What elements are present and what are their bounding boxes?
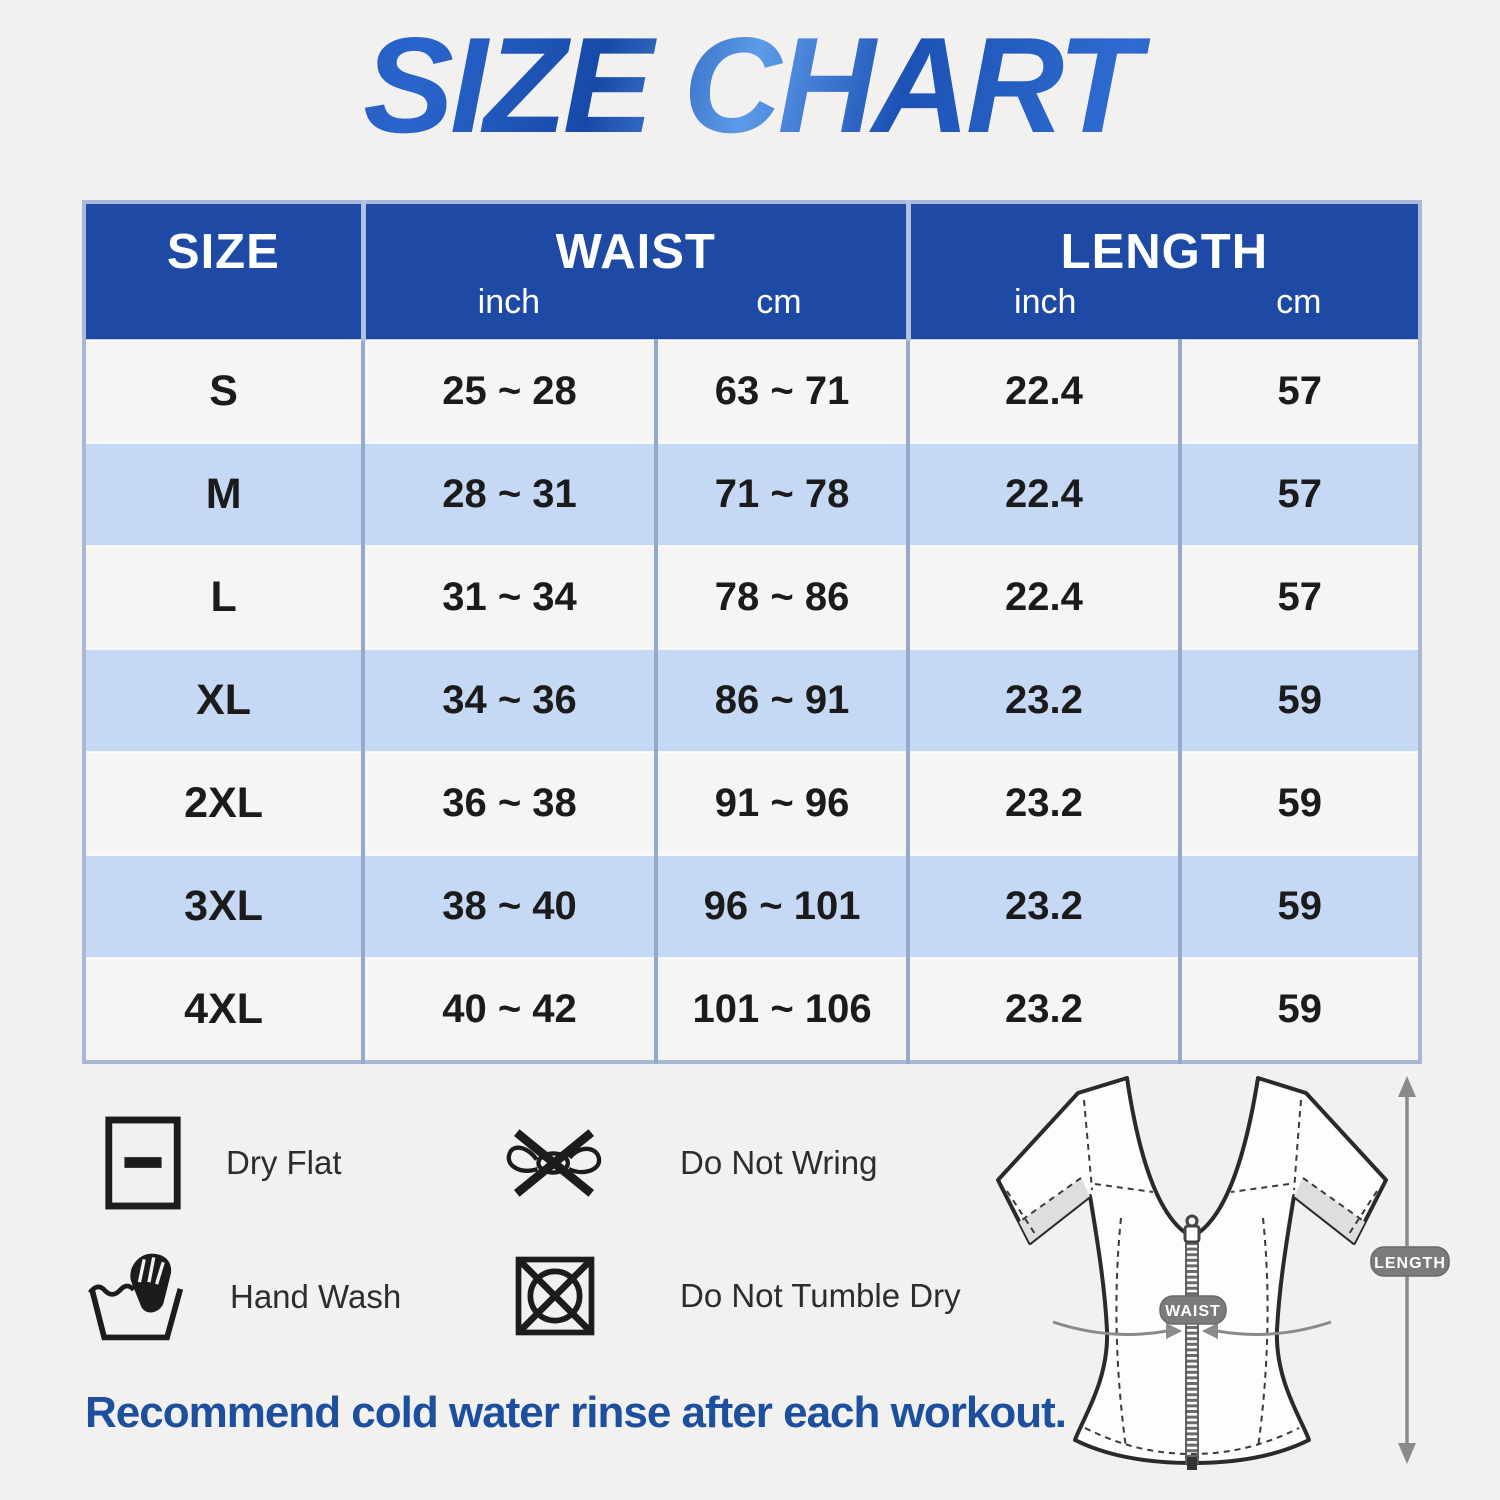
seam-lines	[1006, 1099, 1378, 1456]
waist-inch-cell: 34 ~ 36	[361, 648, 656, 752]
table-row: L 31 ~ 34 78 ~ 86 22.4 57	[84, 545, 1420, 649]
length-cm-unit-label: cm	[1276, 283, 1322, 321]
size-cell: S	[84, 339, 364, 443]
waist-cm-cell: 86 ~ 91	[653, 648, 909, 752]
length-inch-cell: 22.4	[906, 545, 1180, 649]
table-row: XL 34 ~ 36 86 ~ 91 23.2 59	[84, 648, 1420, 752]
length-badge-label: LENGTH	[1374, 1255, 1446, 1272]
waist-badge: WAIST	[1159, 1295, 1227, 1325]
waist-inch-cell: 40 ~ 42	[361, 957, 656, 1062]
table-row: 2XL 36 ~ 38 91 ~ 96 23.2 59	[84, 751, 1420, 855]
waist-inch-cell: 25 ~ 28	[361, 339, 656, 443]
waist-inch-unit-label: inch	[477, 283, 541, 321]
care-item-dry-flat: Dry Flat	[100, 1113, 342, 1213]
col-header-size: SIZE	[84, 202, 364, 340]
care-label: Do Not Wring	[680, 1144, 878, 1181]
care-label: Dry Flat	[226, 1144, 342, 1181]
length-cm-cell: 59	[1177, 854, 1420, 958]
dry-flat-icon	[105, 1116, 181, 1210]
table-row: 4XL 40 ~ 42 101 ~ 106 23.2 59	[84, 957, 1420, 1062]
zipper	[1183, 1214, 1201, 1470]
page-title: SIZE CHART	[0, 14, 1500, 157]
length-cm-cell: 57	[1177, 442, 1420, 546]
waist-inch-cell: 36 ~ 38	[361, 751, 656, 855]
waist-cm-cell: 71 ~ 78	[653, 442, 909, 546]
waist-header-label: WAIST	[555, 225, 716, 279]
do-not-tumble-dry-icon	[515, 1256, 595, 1336]
table-row: 3XL 38 ~ 40 96 ~ 101 23.2 59	[84, 854, 1420, 958]
garment-measurement-diagram: WAIST LENGTH	[945, 1050, 1465, 1500]
length-cm-cell: 57	[1177, 339, 1420, 443]
length-inch-cell: 23.2	[906, 854, 1180, 958]
waist-cm-cell: 101 ~ 106	[653, 957, 909, 1062]
length-cm-cell: 59	[1177, 957, 1420, 1062]
length-cm-cell: 59	[1177, 751, 1420, 855]
col-header-waist: WAIST inch cm	[360, 202, 909, 340]
table-row: M 28 ~ 31 71 ~ 78 22.4 57	[84, 442, 1420, 546]
waist-cm-cell: 78 ~ 86	[653, 545, 909, 649]
length-inch-cell: 23.2	[906, 751, 1180, 855]
waist-cm-unit-label: cm	[756, 283, 802, 321]
waist-badge-label: WAIST	[1165, 1303, 1221, 1320]
size-cell: L	[84, 545, 364, 649]
hand-wash-icon	[88, 1253, 184, 1341]
footer-note: Recommend cold water rinse after each wo…	[85, 1388, 1067, 1437]
size-cell: 3XL	[84, 854, 364, 958]
size-header-label: SIZE	[166, 225, 280, 279]
garment-illustration: WAIST LENGTH	[996, 1076, 1450, 1470]
col-header-length: LENGTH inch cm	[905, 202, 1420, 340]
care-item-do-not-tumble-dry: Do Not Tumble Dry	[510, 1250, 961, 1342]
length-inch-cell: 23.2	[906, 957, 1180, 1062]
size-cell: 2XL	[84, 751, 364, 855]
length-inch-cell: 22.4	[906, 339, 1180, 443]
length-header-label: LENGTH	[1060, 225, 1269, 279]
care-item-do-not-wring: Do Not Wring	[502, 1120, 877, 1206]
length-cm-cell: 57	[1177, 545, 1420, 649]
length-inch-cell: 22.4	[906, 442, 1180, 546]
waist-inch-cell: 38 ~ 40	[361, 854, 656, 958]
right-sleeve-shading	[1294, 1178, 1365, 1243]
length-cm-cell: 59	[1177, 648, 1420, 752]
length-arrow	[1398, 1076, 1416, 1464]
length-inch-cell: 23.2	[906, 648, 1180, 752]
waist-inch-cell: 31 ~ 34	[361, 545, 656, 649]
size-cell: XL	[84, 648, 364, 752]
waist-inch-cell: 28 ~ 31	[361, 442, 656, 546]
size-table: SIZE WAIST inch cm LENGTH	[82, 200, 1422, 1064]
do-not-wring-icon	[506, 1129, 602, 1197]
table-row: S 25 ~ 28 63 ~ 71 22.4 57	[84, 339, 1420, 443]
care-label: Hand Wash	[230, 1277, 402, 1315]
waist-arrows	[1052, 1320, 1332, 1339]
left-sleeve-shading	[1019, 1178, 1090, 1243]
care-item-hand-wash: Hand Wash	[88, 1248, 401, 1345]
size-cell: 4XL	[84, 957, 364, 1062]
size-cell: M	[84, 442, 364, 546]
length-inch-unit-label: inch	[1014, 283, 1077, 321]
waist-cm-cell: 91 ~ 96	[653, 751, 909, 855]
table-header-row: SIZE WAIST inch cm LENGTH	[84, 202, 1420, 340]
length-badge: LENGTH	[1370, 1246, 1450, 1277]
waist-cm-cell: 63 ~ 71	[653, 339, 909, 443]
care-label: Do Not Tumble Dry	[680, 1277, 961, 1314]
waist-cm-cell: 96 ~ 101	[653, 854, 909, 958]
